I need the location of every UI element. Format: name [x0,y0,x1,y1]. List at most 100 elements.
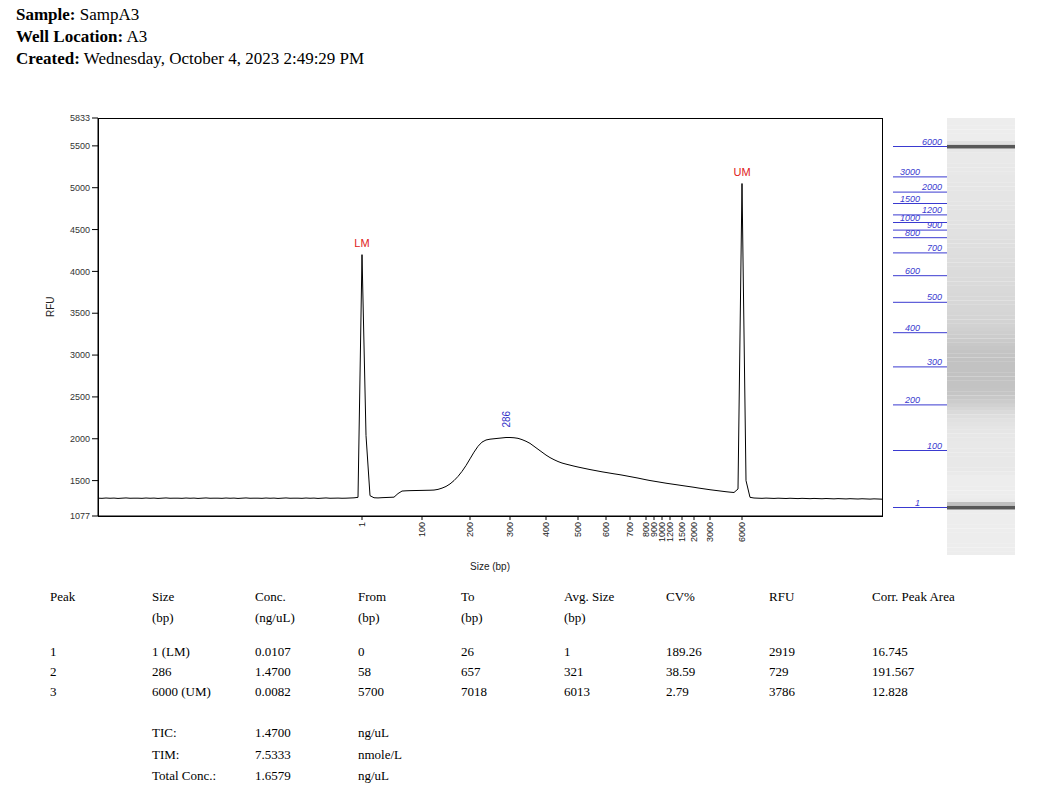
html-text:7018: 7018 [461,684,487,699]
svg-text:1000: 1000 [900,213,920,223]
html-text:nmole/L: nmole/L [358,746,402,762]
html-text:2: 2 [50,664,57,679]
html-text:16.745: 16.745 [872,644,908,659]
svg-text:5833: 5833 [70,113,90,123]
svg-text:1: 1 [357,522,367,527]
svg-text:UM: UM [733,166,750,178]
svg-text:1500: 1500 [70,476,90,486]
html-text:ng/uL: ng/uL [358,768,390,783]
svg-text:2000: 2000 [921,182,942,192]
html-text:657: 657 [461,664,481,679]
html-text:1 (LM): 1 (LM) [152,644,190,659]
svg-text:700: 700 [927,243,942,253]
html-text:12.828: 12.828 [872,684,908,699]
html-text:5700: 5700 [358,684,384,699]
svg-text:1000: 1000 [657,522,667,542]
svg-text:1: 1 [915,498,920,508]
svg-text:3000: 3000 [705,522,715,542]
svg-text:1200: 1200 [922,205,942,215]
svg-text:1500: 1500 [900,194,920,204]
html-text:Corr. Peak Area: Corr. Peak Area [872,589,955,604]
html-text:1.4700: 1.4700 [255,725,291,740]
svg-text:6000: 6000 [737,522,747,542]
html-text:Total Conc.:: Total Conc.: [152,768,217,783]
svg-text:800: 800 [905,228,920,238]
svg-text:6000: 6000 [922,137,942,147]
svg-text:1077: 1077 [70,511,90,521]
svg-text:Size (bp): Size (bp) [470,561,510,572]
html-text:729: 729 [769,664,789,679]
svg-text:3000: 3000 [70,350,90,360]
html-text:189.26: 189.26 [666,644,702,659]
html-text:7.5333: 7.5333 [255,746,291,762]
html-text:From: From [358,589,387,604]
html-text:286: 286 [152,664,172,679]
svg-text:4000: 4000 [70,267,90,277]
html-text:Created: Wednesday, October 4,: Created: Wednesday, October 4, 2023 2:49… [16,49,365,68]
html-text:To: To [461,589,475,604]
svg-text:300: 300 [505,522,515,537]
html-text:(ng/uL): (ng/uL) [255,610,295,625]
svg-text:5000: 5000 [70,183,90,193]
html-text:1.4700: 1.4700 [255,664,291,679]
svg-text:400: 400 [541,522,551,537]
svg-text:600: 600 [601,522,611,537]
html-text:CV%: CV% [666,589,695,604]
svg-text:400: 400 [905,323,920,333]
html-text:(bp): (bp) [152,610,174,625]
html-text:Avg. Size: Avg. Size [564,589,615,604]
svg-text:3000: 3000 [900,167,920,177]
svg-text:2000: 2000 [70,434,90,444]
svg-text:4500: 4500 [70,225,90,235]
svg-text:500: 500 [573,522,583,537]
svg-text:200: 200 [904,395,920,405]
html-text:0: 0 [358,644,365,659]
html-text:RFU: RFU [769,589,795,604]
svg-text:3500: 3500 [70,308,90,318]
html-text:1.6579: 1.6579 [255,768,291,783]
svg-text:900: 900 [927,220,942,230]
html-text:Sample: SampA3: Sample: SampA3 [16,5,140,24]
html-text:Peak: Peak [50,589,76,604]
html-text:Size: Size [152,589,175,604]
html-text:191.567: 191.567 [872,664,915,679]
html-text:0.0107: 0.0107 [255,644,291,659]
html-text:38.59: 38.59 [666,664,696,679]
html-text:TIC:: TIC: [152,725,177,740]
html-text:ng/uL: ng/uL [358,725,390,740]
html-text:0.0082: 0.0082 [255,684,291,699]
html-text:1: 1 [50,644,57,659]
svg-text:600: 600 [905,266,920,276]
html-text:6000 (UM): 6000 (UM) [152,684,211,699]
svg-text:RFU: RFU [45,296,56,317]
svg-text:100: 100 [927,441,942,451]
svg-text:2500: 2500 [70,392,90,402]
html-text:TIM:: TIM: [152,746,180,762]
html-text:(bp): (bp) [461,610,483,625]
svg-text:200: 200 [465,522,475,537]
svg-text:5500: 5500 [70,141,90,151]
svg-text:1200: 1200 [665,522,675,542]
html-text:321: 321 [564,664,584,679]
html-text:Well Location: A3: Well Location: A3 [16,27,148,46]
html-text:6013: 6013 [564,684,590,699]
svg-text:500: 500 [927,292,942,302]
svg-text:2000: 2000 [689,522,699,542]
html-text:(bp): (bp) [358,610,380,625]
html-text:3786: 3786 [769,684,795,699]
html-text:58: 58 [358,664,371,679]
svg-text:100: 100 [417,522,427,537]
html-text:2.79: 2.79 [666,684,689,699]
svg-text:286: 286 [501,410,512,427]
html-text:Conc.: Conc. [255,589,286,604]
svg-text:LM: LM [354,237,369,249]
svg-text:700: 700 [625,522,635,537]
svg-text:900: 900 [649,522,659,537]
svg-text:800: 800 [641,522,651,537]
html-text:1: 1 [564,644,571,659]
svg-text:300: 300 [927,357,942,367]
html-text:2919: 2919 [769,644,795,659]
html-text:26: 26 [461,644,474,659]
html-text:(bp): (bp) [564,610,586,625]
svg-text:1500: 1500 [677,522,687,542]
